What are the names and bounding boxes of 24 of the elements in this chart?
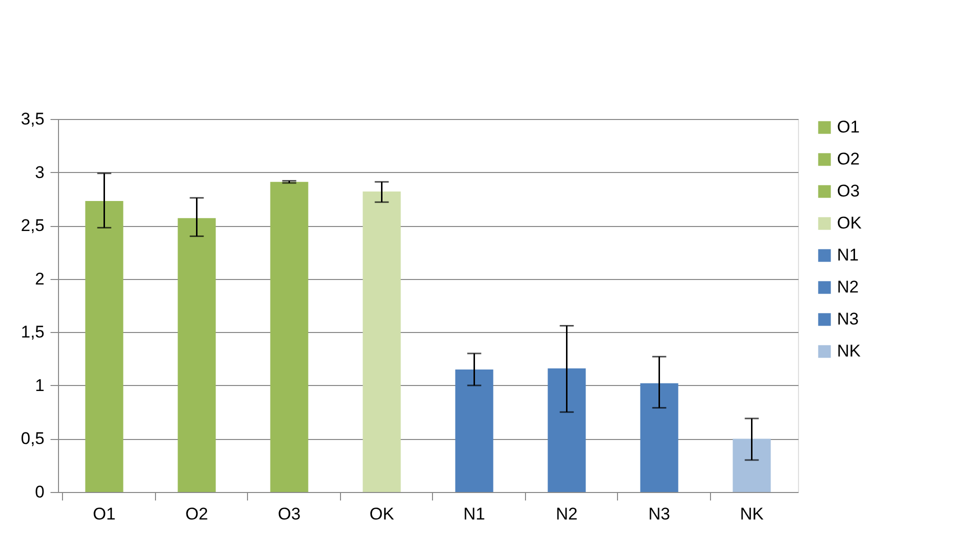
y-tick-label: 2,5 bbox=[20, 216, 44, 236]
legend-label: O2 bbox=[837, 150, 860, 168]
y-tick-label: 0,5 bbox=[20, 429, 44, 448]
legend-label: N1 bbox=[837, 246, 859, 264]
x-tick-label: N3 bbox=[648, 504, 670, 524]
x-tick-label: N1 bbox=[463, 504, 486, 524]
y-tick-label: 1,5 bbox=[20, 322, 44, 342]
y-tick-label: 3,5 bbox=[20, 110, 44, 128]
legend-label: OK bbox=[837, 214, 862, 232]
x-tick-label: O2 bbox=[185, 504, 208, 524]
legend-label: O3 bbox=[837, 182, 860, 200]
y-tick-label: 2 bbox=[35, 269, 44, 288]
legend-label: N2 bbox=[837, 278, 859, 296]
legend-label: N3 bbox=[837, 310, 859, 328]
x-tick-label: NK bbox=[740, 504, 764, 524]
y-tick-label: 0 bbox=[35, 482, 44, 502]
x-tick-label: O3 bbox=[278, 504, 301, 524]
y-tick-label: 1 bbox=[35, 376, 44, 395]
legend-label: NK bbox=[837, 342, 862, 360]
legend-label: O1 bbox=[837, 118, 860, 136]
x-tick-label: O1 bbox=[92, 504, 116, 524]
x-tick-label: OK bbox=[369, 504, 395, 524]
x-tick-label: N2 bbox=[556, 504, 578, 524]
y-tick-label: 3 bbox=[35, 162, 44, 182]
